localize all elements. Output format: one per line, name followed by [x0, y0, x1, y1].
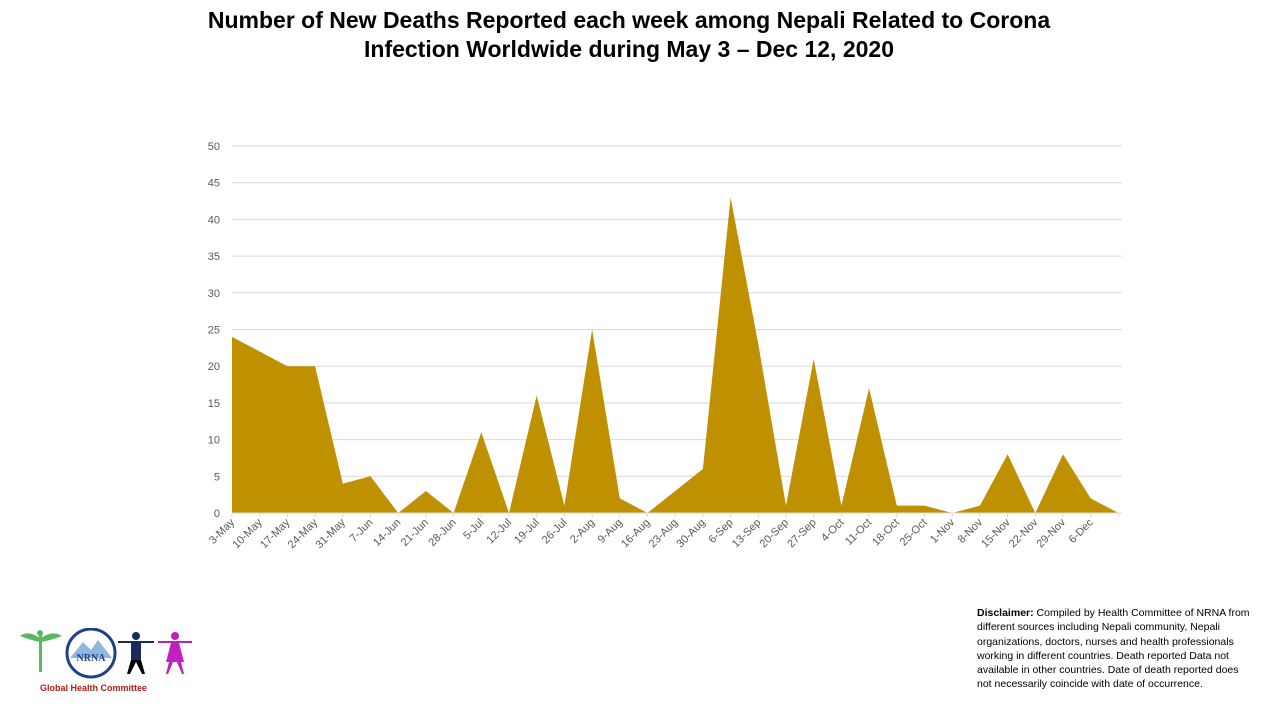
- disclaimer-label: Disclaimer:: [977, 607, 1034, 619]
- x-tick-label: 6-Dec: [1067, 516, 1097, 546]
- x-tick-label: 21-Jun: [399, 517, 431, 549]
- x-tick-label: 19-Jul: [512, 517, 542, 547]
- y-tick-label: 10: [208, 435, 220, 447]
- y-tick-label: 45: [208, 178, 220, 190]
- x-tick-label: 20-Sep: [758, 517, 792, 551]
- x-tick-label: 30-Aug: [674, 517, 708, 551]
- x-tick-label: 25-Oct: [898, 517, 930, 549]
- x-tick-label: 16-Aug: [619, 517, 653, 551]
- x-tick-label: 18-Oct: [870, 517, 902, 549]
- x-tick-label: 29-Nov: [1035, 516, 1069, 550]
- nrna-emblem-icon: NRNA: [65, 627, 117, 679]
- logo-graphic: NRNA: [20, 627, 192, 679]
- x-tick-label: 23-Aug: [647, 517, 681, 551]
- male-figure-icon: [118, 632, 154, 674]
- x-tick-label: 27-Sep: [785, 517, 819, 551]
- x-tick-label: 10-May: [230, 516, 265, 551]
- x-tick-label: 1-Nov: [928, 516, 958, 546]
- disclaimer-text: Compiled by Health Committee of NRNA fro…: [977, 607, 1250, 691]
- y-tick-label: 40: [208, 214, 220, 226]
- chart-title: Number of New Deaths Reported each week …: [0, 6, 1258, 64]
- x-tick-label: 11-Oct: [843, 517, 874, 548]
- x-tick-label: 26-Jul: [540, 517, 570, 547]
- disclaimer: Disclaimer: Compiled by Health Committee…: [977, 606, 1252, 692]
- title-line-2: Infection Worldwide during May 3 – Dec 1…: [364, 36, 894, 62]
- logo-caption: Global Health Committee: [40, 683, 148, 693]
- y-tick-label: 15: [208, 398, 220, 410]
- title-line-1: Number of New Deaths Reported each week …: [207, 7, 1051, 33]
- y-tick-label: 0: [214, 508, 220, 520]
- x-tick-label: 13-Sep: [730, 517, 764, 551]
- x-tick-label: 2-Aug: [568, 517, 597, 546]
- x-tick-label: 14-Jun: [371, 517, 403, 549]
- nrna-logo: NRNA: [18, 627, 193, 698]
- y-tick-label: 35: [208, 251, 220, 263]
- svg-text:NRNA: NRNA: [77, 653, 107, 664]
- x-tick-label: 12-Jul: [484, 517, 514, 547]
- x-tick-label: 28-Jun: [426, 517, 458, 549]
- y-tick-label: 50: [208, 141, 220, 153]
- y-tick-label: 20: [208, 361, 220, 373]
- area-series: [232, 197, 1119, 513]
- x-tick-label: 15-Nov: [979, 516, 1013, 550]
- x-tick-label: 31-May: [313, 516, 348, 551]
- x-tick-label: 5-Jul: [461, 517, 486, 542]
- x-tick-label: 17-May: [258, 516, 293, 551]
- caduceus-icon: [20, 630, 62, 672]
- x-tick-label: 24-May: [286, 516, 321, 551]
- y-tick-label: 30: [208, 288, 220, 300]
- x-tick-label: 22-Nov: [1007, 516, 1041, 550]
- y-tick-label: 25: [208, 325, 220, 337]
- area-chart: 051015202530354045503-May10-May17-May24-…: [207, 141, 1122, 551]
- female-figure-icon: [158, 632, 192, 674]
- y-tick-label: 5: [214, 471, 220, 483]
